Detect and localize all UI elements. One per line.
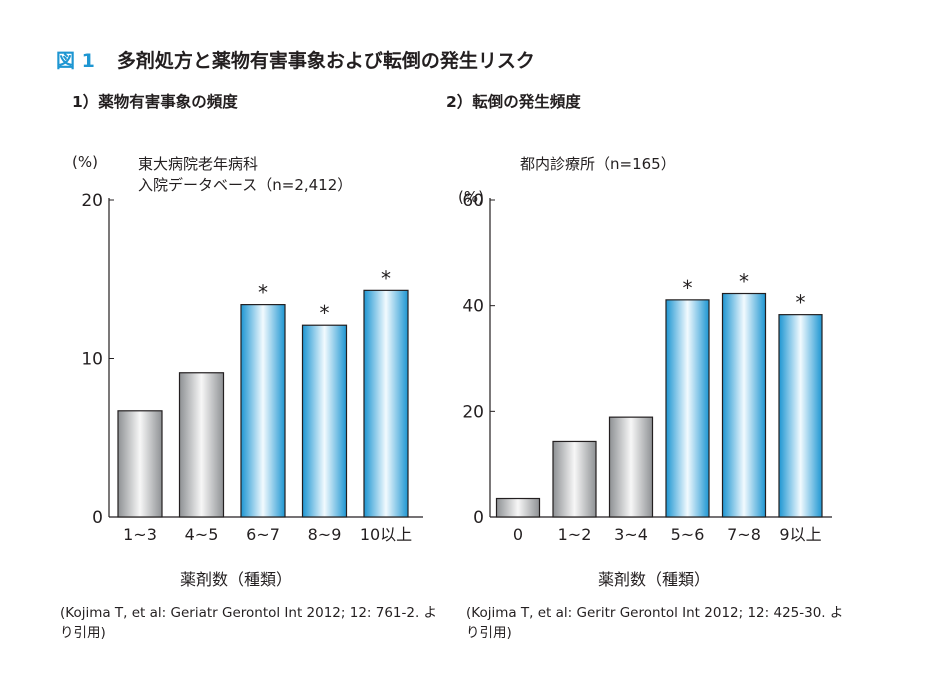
- x-tick-label: 0: [513, 525, 523, 544]
- panel-2-unit-label: (%): [458, 188, 484, 206]
- panel-2-source-citation: (Kojima T, et al: Geritr Gerontol Int 20…: [466, 605, 844, 641]
- x-tick-label: 1~2: [558, 525, 592, 544]
- x-tick-label: 7~8: [727, 525, 761, 544]
- significance-asterisk: *: [258, 281, 268, 305]
- x-tick-label: 8~9: [308, 525, 342, 544]
- bar: [178, 372, 225, 518]
- y-tick-label: 40: [462, 297, 484, 317]
- figure-number: 図 1: [56, 50, 95, 72]
- bar: [117, 410, 163, 518]
- y-tick-label: 60: [462, 191, 484, 211]
- panel-2-dataset-label: 都内診療所（n=165）: [520, 155, 676, 173]
- bar: [240, 304, 286, 518]
- bar: [552, 440, 597, 518]
- bar: [301, 324, 348, 518]
- significance-asterisk: *: [381, 266, 391, 290]
- x-tick-label: 6~7: [246, 525, 280, 544]
- y-tick-label: 0: [473, 508, 484, 528]
- panel-1-title: 1）薬物有害事象の頻度: [72, 93, 238, 111]
- panel-1-unit-label: (%): [72, 153, 98, 171]
- bar: [363, 289, 409, 518]
- x-tick-label: 4~5: [185, 525, 219, 544]
- significance-asterisk: *: [320, 301, 330, 325]
- panel-1-dataset-label-line1: 東大病院老年病科: [138, 155, 259, 173]
- significance-asterisk: *: [739, 270, 749, 294]
- x-tick-label: 1~3: [123, 525, 157, 544]
- y-tick-label: 20: [81, 191, 103, 211]
- panel-2-title: 2）転倒の発生頻度: [446, 93, 581, 111]
- panel-1-dataset-label-line2: 入院データベース（n=2,412）: [138, 176, 353, 194]
- y-tick-label: 10: [81, 350, 103, 370]
- y-tick-label: 0: [92, 508, 103, 528]
- panel-1-source-citation: (Kojima T, et al: Geriatr Gerontol Int 2…: [60, 605, 438, 641]
- panel-2-x-axis-title: 薬剤数（種類）: [598, 570, 711, 589]
- panel-1-x-axis-title: 薬剤数（種類）: [180, 570, 293, 589]
- x-tick-label: 9以上: [779, 525, 821, 544]
- y-tick-label: 20: [462, 402, 484, 422]
- x-tick-label: 10以上: [360, 525, 412, 544]
- figure-title-row: 図 1 多剤処方と薬物有害事象および転倒の発生リスク: [56, 46, 535, 73]
- bar: [608, 416, 654, 518]
- significance-asterisk: *: [796, 291, 806, 315]
- bar: [721, 292, 767, 518]
- bar: [495, 497, 541, 518]
- x-tick-label: 5~6: [671, 525, 705, 544]
- bar: [778, 314, 823, 518]
- significance-asterisk: *: [683, 276, 693, 300]
- bar: [665, 299, 710, 518]
- figure-title: 多剤処方と薬物有害事象および転倒の発生リスク: [116, 50, 535, 72]
- x-tick-label: 3~4: [614, 525, 648, 544]
